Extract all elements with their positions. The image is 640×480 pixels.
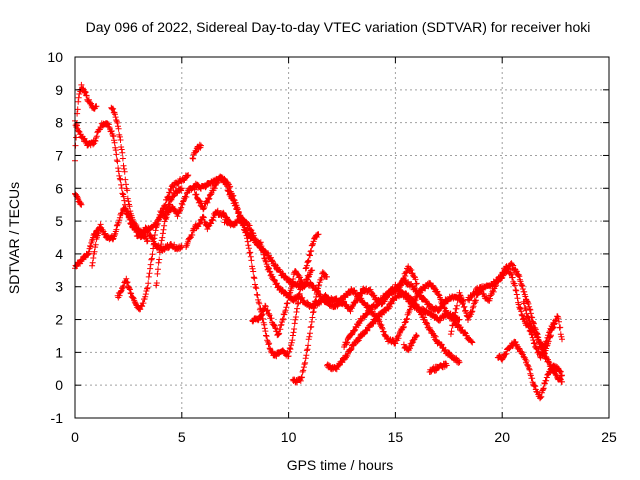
x-tick-label: 5 [178,429,186,445]
y-tick-label: 6 [55,180,63,196]
plot-frame [74,56,610,419]
series-point-markers [72,172,192,272]
series-point-markers [72,190,85,208]
y-tick-label: 2 [55,312,63,328]
data-series [426,360,450,375]
axis-ticks: 0 5 10 15 20 25 -1 0 1 2 3 4 5 6 7 8 9 10 [47,49,617,445]
series-point-markers [520,298,557,351]
series-point-markers [396,263,420,291]
series-point-markers [153,174,463,324]
data-series [89,221,104,269]
series-point-markers [108,104,185,254]
series-point-markers [447,263,565,361]
chart-title: Day 096 of 2022, Sidereal Day-to-day VTE… [86,19,591,35]
data-series [400,332,420,354]
x-tick-label: 10 [281,429,297,445]
x-tick-label: 15 [388,429,404,445]
series-point-markers [494,338,565,402]
y-tick-label: 4 [55,246,63,262]
y-tick-label: 9 [55,82,63,98]
data-series [153,174,463,324]
series-point-markers [302,231,322,272]
x-axis-label: GPS time / hours [287,457,394,473]
series-point-markers [400,332,420,354]
series-point-markers [191,173,305,360]
y-tick-label: 8 [55,115,63,131]
data-series [72,172,192,272]
series-point-markers [289,269,330,386]
data-series [520,298,557,351]
data-series [191,173,305,360]
data-series [72,190,85,208]
series-point-markers [341,279,476,350]
x-tick-label: 20 [494,429,510,445]
data-series [494,338,565,402]
y-tick-label: 5 [55,213,63,229]
x-tick-label: 25 [601,429,617,445]
data-series [447,263,565,361]
series-point-markers [89,221,104,269]
data-series [341,279,476,350]
y-tick-label: 0 [55,377,63,393]
x-tick-label: 0 [71,429,79,445]
y-tick-label: 3 [55,279,63,295]
data-series [396,263,420,291]
data-series [289,269,330,386]
series-point-markers [249,267,316,339]
y-tick-label: 1 [55,344,63,360]
data-series [189,141,204,162]
series-point-markers [426,360,450,375]
series-point-markers [189,141,204,162]
data-series [183,207,232,250]
data-series [324,289,463,373]
data-series [302,231,322,272]
y-tick-label: -1 [51,410,64,426]
y-tick-label: 7 [55,147,63,163]
data-series [249,267,316,339]
data-series [108,104,185,254]
series-point-markers [324,289,463,373]
series-point-markers [183,207,232,250]
y-axis-label: SDTVAR / TECUs [6,182,22,294]
data-points [72,81,565,402]
y-tick-label: 10 [47,49,63,65]
